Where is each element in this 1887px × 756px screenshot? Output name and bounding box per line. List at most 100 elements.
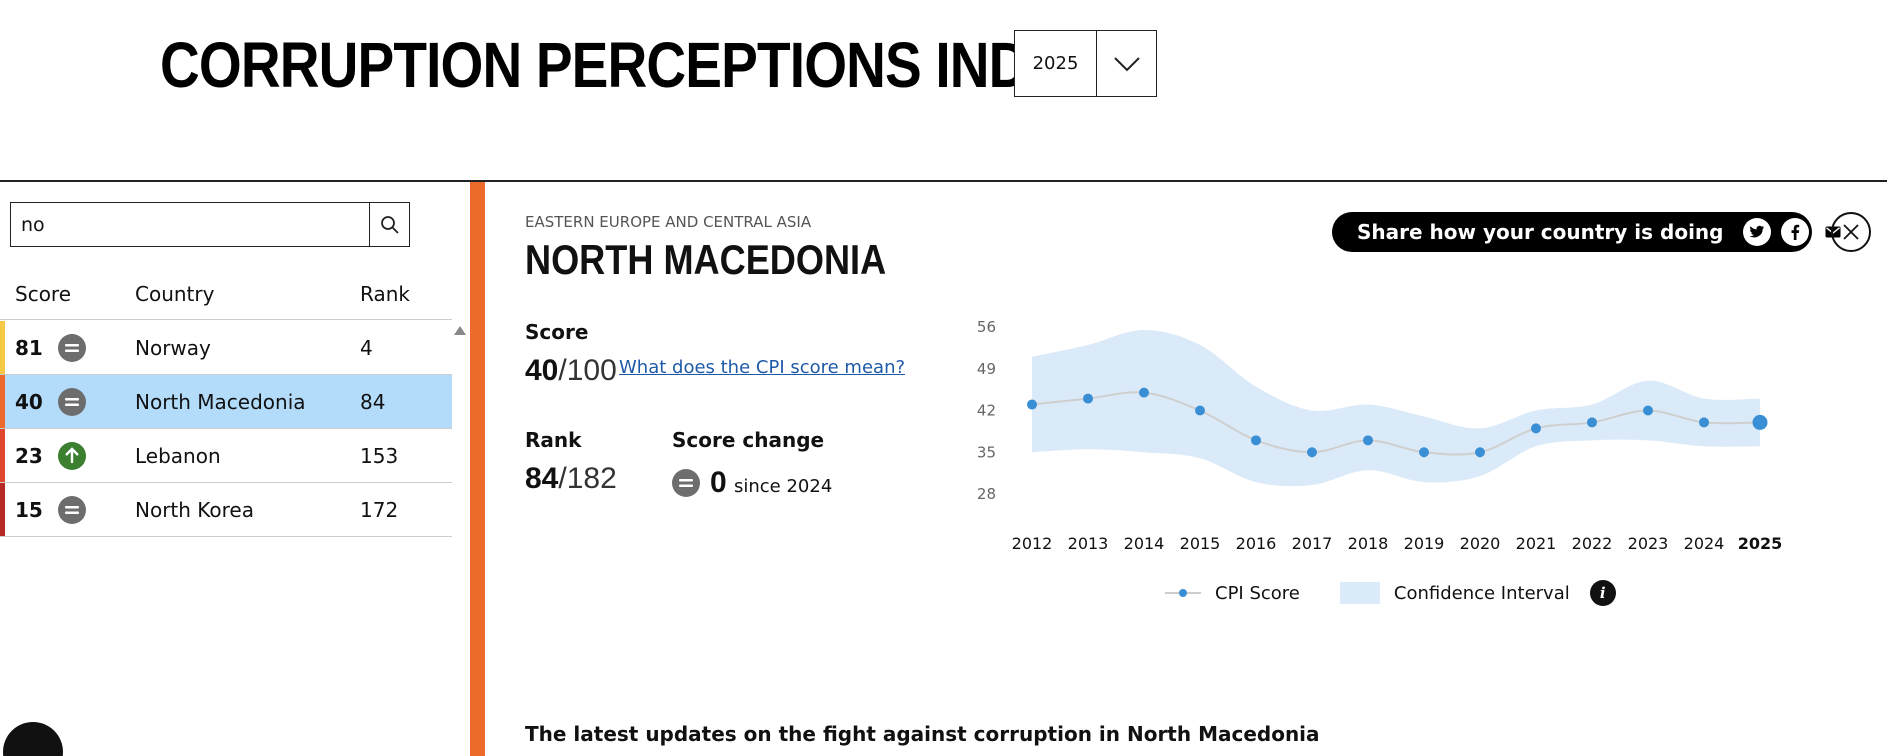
row-rank: 153 — [360, 444, 399, 468]
row-country: Norway — [135, 336, 211, 360]
score-color-bar — [0, 321, 5, 374]
equal-trend-icon — [58, 334, 86, 362]
score-color-bar — [0, 375, 5, 428]
updates-heading: The latest updates on the fight against … — [525, 722, 1320, 746]
cpi-score-point — [1419, 447, 1429, 458]
table-row[interactable]: 23 Lebanon 153 — [0, 429, 452, 483]
chevron-down-icon[interactable] — [1097, 31, 1156, 96]
accessibility-toggle-button[interactable] — [3, 722, 63, 756]
row-country: North Korea — [135, 498, 254, 522]
rank-number: 84 — [525, 462, 559, 495]
cpi-score-point — [1251, 435, 1261, 446]
close-button[interactable] — [1831, 212, 1871, 252]
search-input[interactable] — [11, 203, 369, 246]
cpi-score-point — [1587, 417, 1597, 428]
score-change-label: Score change — [672, 428, 825, 452]
cpi-score-point — [1643, 405, 1653, 416]
score-color-bar — [0, 483, 5, 536]
x-tick-label: 2022 — [1572, 534, 1613, 553]
score-number: 40 — [525, 354, 559, 387]
twitter-icon[interactable] — [1743, 218, 1772, 246]
share-label: Share how your country is doing — [1357, 220, 1724, 244]
year-select[interactable]: 2025 — [1014, 30, 1157, 97]
x-tick-label: 2016 — [1236, 534, 1277, 553]
legend-cpi-item: CPI Score — [1165, 583, 1300, 604]
row-score: 81 — [15, 336, 43, 360]
rank-denominator: /182 — [558, 462, 617, 495]
row-score: 15 — [15, 498, 43, 522]
x-tick-label: 2018 — [1348, 534, 1389, 553]
year-select-value: 2025 — [1015, 31, 1097, 96]
y-tick-label: 35 — [977, 443, 996, 461]
x-tick-label: 2015 — [1180, 534, 1221, 553]
cpi-score-meaning-link[interactable]: What does the CPI score mean? — [619, 357, 906, 378]
rank-label: Rank — [525, 428, 582, 452]
country-search — [10, 202, 410, 247]
region-label: EASTERN EUROPE AND CENTRAL ASIA — [525, 213, 812, 231]
legend-cpi-label: CPI Score — [1215, 582, 1300, 604]
cpi-score-point — [1139, 387, 1149, 398]
equal-trend-icon — [58, 496, 86, 524]
y-tick-label: 56 — [977, 318, 996, 336]
score-color-bar — [0, 429, 5, 482]
page-title: CORRUPTION PERCEPTIONS INDEX — [160, 29, 1100, 101]
cpi-score-point — [1699, 417, 1709, 428]
country-column-header[interactable]: Country — [135, 282, 215, 306]
row-score: 23 — [15, 444, 43, 468]
table-row[interactable]: 15 North Korea 172 — [0, 483, 452, 537]
up-arrow-trend-icon — [58, 442, 86, 470]
x-tick-label: 2020 — [1460, 534, 1501, 553]
scroll-up-arrow-icon[interactable] — [454, 326, 466, 335]
equal-change-icon — [672, 469, 700, 497]
close-icon — [1843, 224, 1859, 240]
legend-ci-swatch — [1339, 582, 1380, 604]
rank-column-header[interactable]: Rank — [360, 282, 410, 306]
y-tick-label: 49 — [977, 360, 996, 378]
search-button[interactable] — [369, 203, 409, 246]
facebook-icon[interactable] — [1781, 218, 1810, 246]
country-list: 81 Norway 4 40 North Macedonia 84 23 Leb… — [0, 321, 452, 537]
x-tick-label: 2014 — [1124, 534, 1165, 553]
x-tick-label: 2023 — [1628, 534, 1669, 553]
score-column-header[interactable]: Score — [15, 282, 72, 306]
row-rank: 172 — [360, 498, 399, 522]
x-tick-label: 2024 — [1684, 534, 1725, 553]
country-title: NORTH MACEDONIA — [525, 236, 887, 283]
x-tick-label: 2017 — [1292, 534, 1333, 553]
line-marker-icon — [1165, 589, 1201, 597]
row-country: Lebanon — [135, 444, 221, 468]
row-rank: 84 — [360, 390, 386, 414]
share-bar: Share how your country is doing — [1332, 212, 1848, 252]
table-header: Score Country Rank — [0, 282, 452, 320]
info-icon[interactable]: i — [1589, 580, 1616, 606]
table-row[interactable]: 40 North Macedonia 84 — [0, 375, 452, 429]
cpi-trend-chart: 28 35 42 49 56 2012 2013 2014 2015 2016 2017 2018 20… — [977, 318, 1783, 553]
x-tick-label: 2025 — [1738, 534, 1783, 553]
cpi-score-point — [1083, 393, 1093, 404]
x-tick-label: 2021 — [1516, 534, 1557, 553]
row-rank: 4 — [360, 336, 373, 360]
header-divider — [0, 180, 1887, 182]
table-row[interactable]: 81 Norway 4 — [0, 321, 452, 375]
cpi-score-point — [1752, 414, 1768, 430]
cpi-score-point — [1195, 405, 1205, 416]
equal-trend-icon — [58, 388, 86, 416]
cpi-score-line — [1031, 391, 1761, 456]
row-score: 40 — [15, 390, 43, 414]
row-country: North Macedonia — [135, 390, 306, 414]
search-icon — [380, 215, 399, 234]
score-change-since: since 2024 — [734, 476, 833, 497]
region-accent-bar — [470, 182, 485, 756]
cpi-score-point — [1307, 447, 1317, 458]
score-value: 40/100 — [525, 354, 617, 388]
x-tick-label: 2012 — [1012, 534, 1053, 553]
y-tick-label: 28 — [977, 485, 996, 503]
cpi-score-point — [1027, 399, 1037, 410]
chart-legend: CPI Score Confidence Interval i — [1165, 580, 1616, 606]
cpi-score-point — [1363, 435, 1373, 446]
cpi-score-point — [1475, 447, 1485, 458]
x-tick-label: 2013 — [1068, 534, 1109, 553]
legend-ci-label: Confidence Interval — [1393, 582, 1570, 604]
legend-ci-item: Confidence Interval — [1339, 582, 1570, 604]
confidence-interval-band — [1032, 329, 1760, 487]
